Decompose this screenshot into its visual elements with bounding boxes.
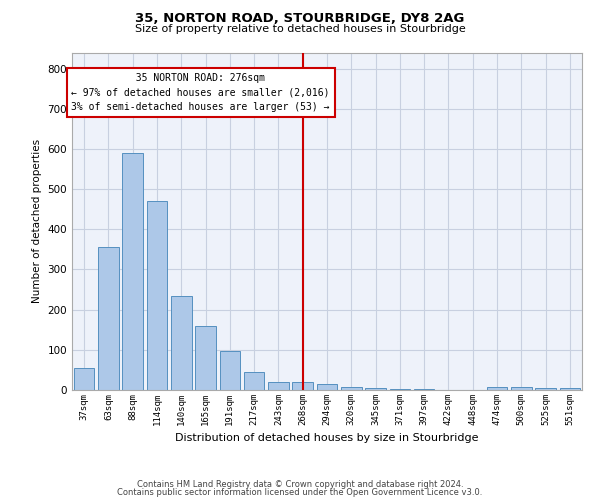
- Bar: [244, 372, 265, 390]
- Text: Size of property relative to detached houses in Stourbridge: Size of property relative to detached ho…: [134, 24, 466, 34]
- X-axis label: Distribution of detached houses by size in Stourbridge: Distribution of detached houses by size …: [175, 434, 479, 444]
- Bar: [341, 387, 362, 390]
- Text: Contains public sector information licensed under the Open Government Licence v3: Contains public sector information licen…: [118, 488, 482, 497]
- Bar: [195, 326, 216, 390]
- Bar: [74, 368, 94, 390]
- Bar: [389, 389, 410, 390]
- Text: 35, NORTON ROAD, STOURBRIDGE, DY8 2AG: 35, NORTON ROAD, STOURBRIDGE, DY8 2AG: [136, 12, 464, 26]
- Bar: [560, 388, 580, 390]
- Text: 35 NORTON ROAD: 276sqm  
← 97% of detached houses are smaller (2,016)
3% of semi: 35 NORTON ROAD: 276sqm ← 97% of detached…: [71, 73, 330, 112]
- Text: Contains HM Land Registry data © Crown copyright and database right 2024.: Contains HM Land Registry data © Crown c…: [137, 480, 463, 489]
- Bar: [98, 248, 119, 390]
- Bar: [487, 387, 508, 390]
- Bar: [414, 389, 434, 390]
- Bar: [317, 384, 337, 390]
- Bar: [535, 388, 556, 390]
- Y-axis label: Number of detached properties: Number of detached properties: [32, 139, 42, 304]
- Bar: [365, 388, 386, 390]
- Bar: [146, 201, 167, 390]
- Bar: [122, 153, 143, 390]
- Bar: [268, 382, 289, 390]
- Bar: [511, 387, 532, 390]
- Bar: [292, 382, 313, 390]
- Bar: [220, 352, 240, 390]
- Bar: [171, 296, 191, 390]
